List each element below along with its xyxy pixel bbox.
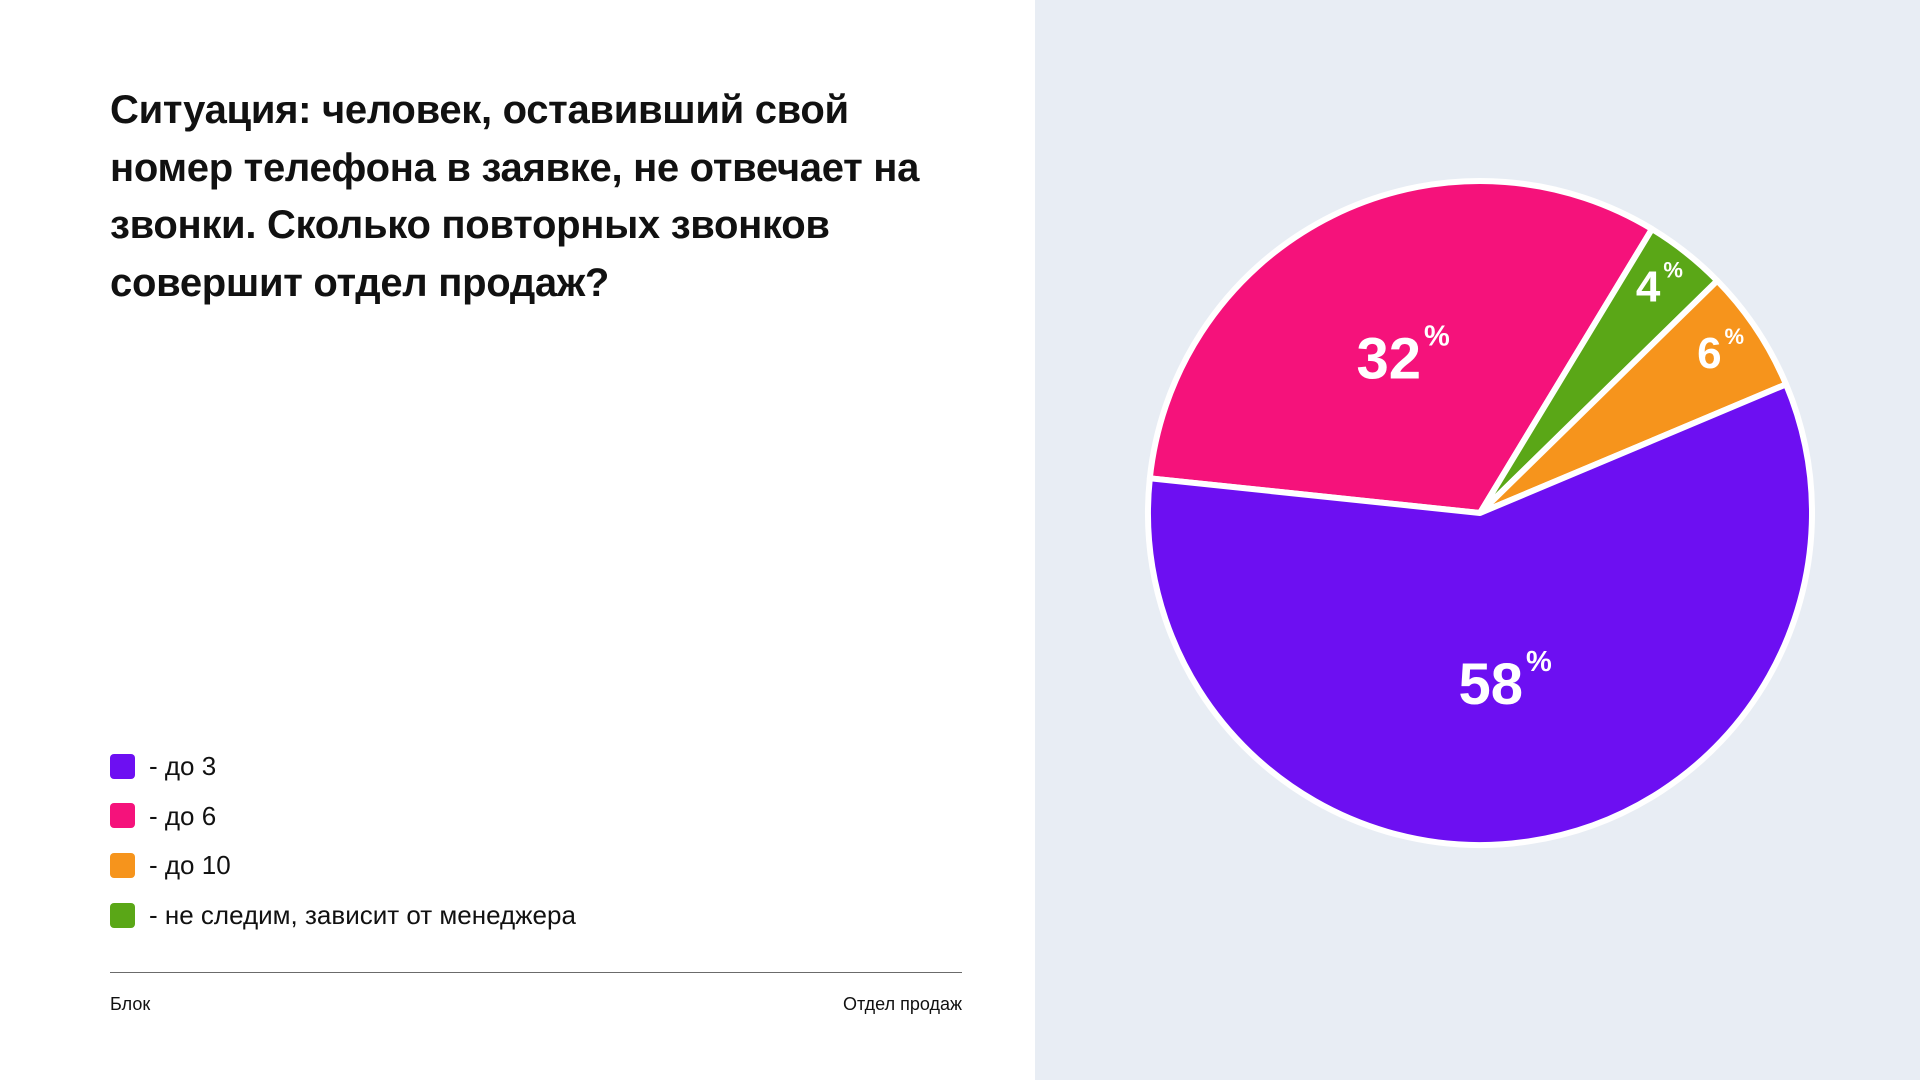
legend-swatch (110, 803, 135, 829)
legend-item-label: - до 10 (149, 850, 231, 881)
footer-left-label: Блок (110, 994, 151, 1014)
footer-divider (110, 972, 962, 973)
legend: - до 3 - до 6 - до 10 - не следим, зависит … (110, 752, 576, 929)
legend-item-label: - до 3 (149, 751, 217, 781)
legend-swatch (110, 753, 135, 779)
legend-swatch (110, 852, 135, 878)
legend-item: - до 3 (110, 752, 576, 781)
footer-right-label: Отдел продаж (843, 994, 962, 1014)
legend-swatch (110, 902, 135, 928)
pie-slice-0 (1146, 178, 1655, 516)
question-title: Ситуация: человек, оставивший свой номер… (110, 88, 920, 305)
pie-value-label: 58% (1459, 646, 1553, 717)
pie-value-label: 4% (1636, 257, 1683, 311)
chart-panel: 32% 4% 6% 58% (1035, 0, 1920, 1080)
pie-chart: 32 % 4 % 6 % 58% (1145, 178, 1815, 848)
pie-value-label: 6% (1697, 324, 1744, 378)
legend-item-label: - не следим, зависит от менеджера (149, 899, 576, 930)
legend-item-label: - до 6 (149, 800, 217, 831)
legend-item: - не следим, зависит от менеджера (110, 901, 576, 930)
pie-slice-3 (1145, 381, 1815, 848)
pie-value-label: 32% (1357, 320, 1451, 391)
legend-item: - до 10 (110, 851, 576, 880)
content-panel: Ситуация: человек, оставивший свой номер… (110, 88, 962, 1014)
legend-item: - до 6 (110, 800, 576, 831)
